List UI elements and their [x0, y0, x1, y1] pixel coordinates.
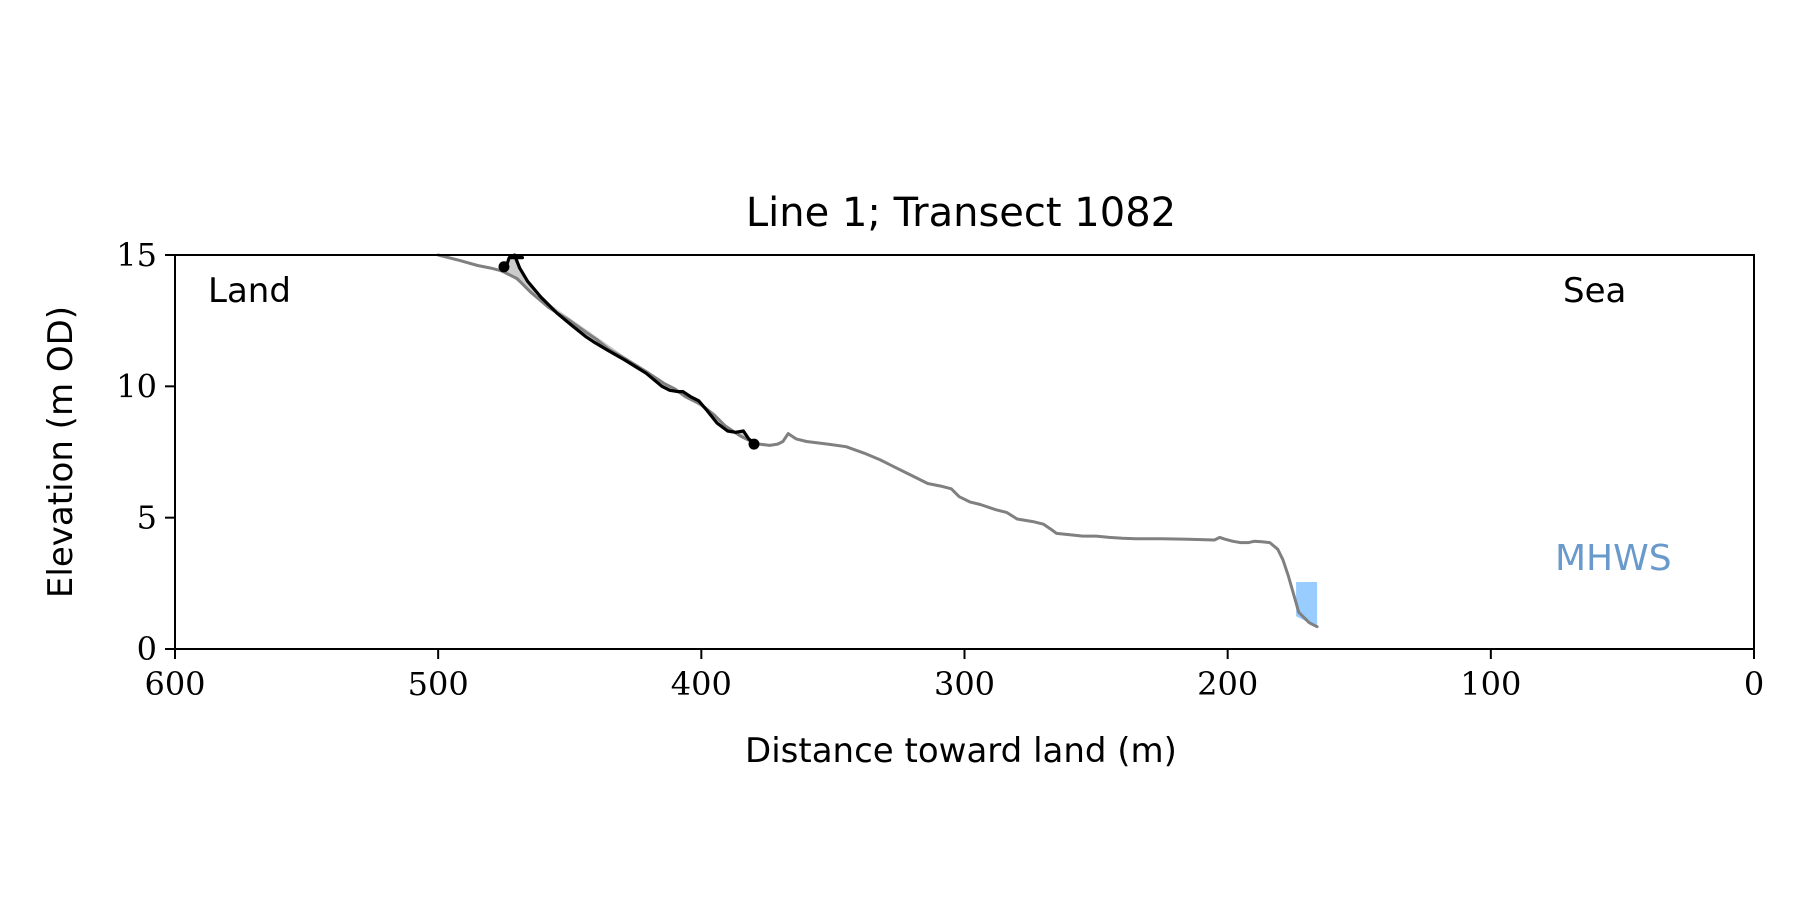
series-cliff [512, 253, 756, 445]
x-tick-label: 600 [144, 665, 205, 703]
cliff-marker-1 [498, 261, 510, 273]
x-tick-label: 200 [1197, 665, 1258, 703]
plot-area [436, 253, 1319, 629]
series-profile [436, 253, 1319, 629]
cliff-marker-2 [748, 438, 760, 450]
x-tick-label: 0 [1744, 665, 1764, 703]
x-tick-label: 400 [671, 665, 732, 703]
plot-frame [174, 254, 1755, 650]
x-axis: 600 500 400 300 200 100 0 [144, 649, 1764, 703]
y-tick-label: 5 [137, 499, 157, 537]
cliff-change-shading [501, 255, 754, 443]
y-axis-label: Elevation (m OD) [41, 306, 81, 598]
y-tick-label: 15 [116, 236, 157, 274]
mhws-annotation: MHWS [1555, 538, 1672, 579]
chart-title: Line 1; Transect 1082 [746, 190, 1176, 236]
y-axis: 0 5 10 15 [116, 236, 175, 668]
x-tick-label: 100 [1460, 665, 1521, 703]
x-axis-label: Distance toward land (m) [745, 731, 1177, 771]
y-tick-label: 0 [137, 630, 157, 668]
land-annotation: Land [208, 271, 291, 311]
y-tick-label: 10 [116, 367, 157, 405]
sea-annotation: Sea [1563, 271, 1626, 311]
x-tick-label: 300 [934, 665, 995, 703]
x-tick-label: 500 [408, 665, 469, 703]
